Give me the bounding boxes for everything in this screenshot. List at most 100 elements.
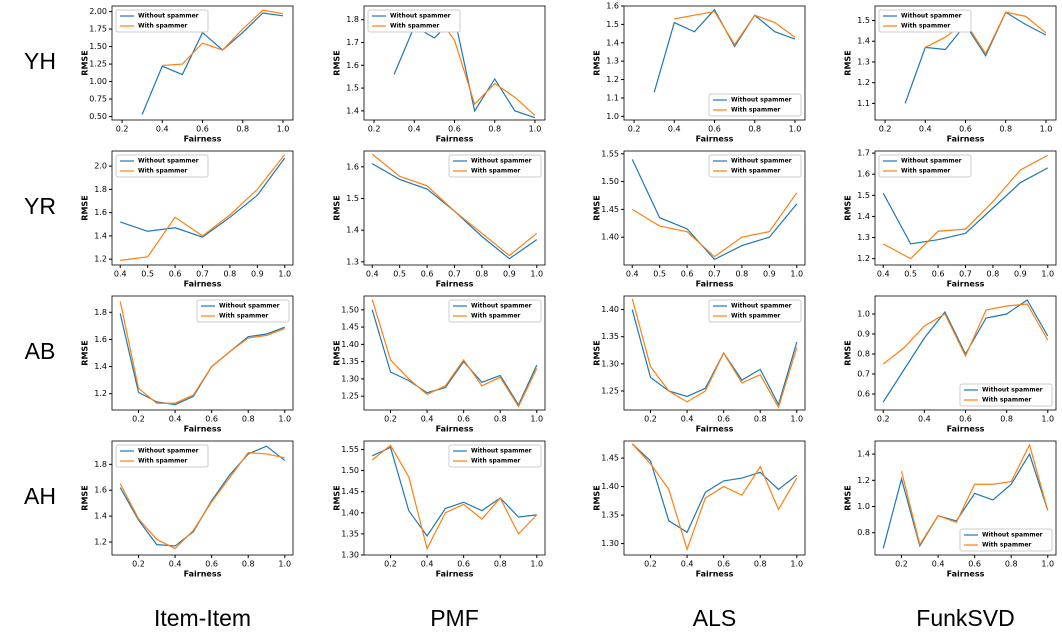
series-line (162, 9, 284, 67)
row-label: AB (25, 338, 56, 364)
x-tick-label: 0.6 (681, 270, 694, 279)
x-tick-label: 1.0 (1041, 560, 1054, 569)
legend-box (448, 444, 542, 468)
plot-frame (363, 150, 546, 266)
x-tick-label: 0.4 (366, 270, 379, 279)
chart-panel: 0.2 0.4 0.6 0.8 1.0 1.30 1.35 1.40 1.45 Fairness R… (593, 440, 806, 579)
x-tick-label: 1.0 (790, 415, 803, 424)
series-line (119, 452, 285, 550)
x-tick-label: 1.0 (277, 125, 290, 134)
x-tick-label: 0.8 (754, 415, 767, 424)
x-tick-label: 0.6 (457, 560, 470, 569)
legend-label: With spammer (982, 542, 1031, 549)
y-tick-label: 1.2 (857, 254, 870, 263)
y-tick-label: 1.35 (601, 511, 619, 520)
x-tick-label: 1.0 (278, 270, 291, 279)
y-tick-label: 1.55 (601, 149, 619, 158)
plot-frame (874, 440, 1057, 556)
x-tick-label: 0.8 (494, 560, 507, 569)
x-tick-label: 0.4 (421, 560, 434, 569)
y-axis-label: RMSE (333, 50, 342, 75)
y-axis-label: RMSE (844, 485, 853, 510)
legend-label: Without spammer (731, 97, 792, 104)
chart-panel: 0.2 0.4 0.6 0.8 1.0 1.4 1.5 1.6 1.7 1.8 Fairness RM… (333, 5, 546, 144)
x-tick-label: 0.6 (448, 125, 461, 134)
chart-panel: 0.2 0.4 0.6 0.8 1.0 1.2 1.4 1.6 1.8 Fairness RMSE W… (81, 295, 294, 434)
y-tick-label: 1.2 (94, 538, 107, 547)
series-line (371, 444, 538, 551)
series-line (119, 301, 285, 404)
x-axis-label: Fairness (436, 280, 474, 289)
plot-frame (111, 295, 294, 411)
legend-label: Without spammer (471, 158, 532, 165)
legend-label: Without spammer (731, 158, 792, 165)
x-tick-label: 0.2 (879, 125, 892, 134)
legend-label: Without spammer (219, 303, 280, 310)
y-tick-label: 1.4 (346, 106, 359, 115)
y-axis-label: RMSE (81, 50, 90, 75)
legend-label: With spammer (471, 168, 520, 175)
x-axis-label: Fairness (947, 570, 985, 579)
y-axis-label: RMSE (593, 195, 602, 220)
x-tick-label: 0.8 (754, 560, 767, 569)
x-axis-label: Fairness (184, 280, 222, 289)
y-axis-label: RMSE (81, 195, 90, 220)
y-tick-label: 1.40 (601, 233, 619, 242)
x-tick-label: 0.2 (116, 125, 129, 134)
x-tick-label: 0.9 (763, 270, 776, 279)
legend-label: Without spammer (471, 448, 532, 455)
x-tick-label: 0.2 (628, 125, 641, 134)
y-tick-label: 1.5 (606, 20, 619, 29)
x-axis-label: Fairness (436, 570, 474, 579)
x-axis-label: Fairness (696, 135, 734, 144)
y-tick-label: 1.35 (341, 357, 359, 366)
x-tick-label: 1.0 (1041, 270, 1054, 279)
x-tick-label: 0.4 (681, 415, 694, 424)
y-tick-label: 0.6 (857, 390, 870, 399)
y-tick-label: 1.2 (857, 78, 870, 87)
y-tick-label: 1.45 (341, 487, 359, 496)
x-tick-label: 0.6 (959, 415, 972, 424)
x-tick-label: 0.7 (959, 270, 972, 279)
legend-label: With spammer (901, 23, 950, 30)
series-line (141, 12, 284, 115)
x-axis-label: Fairness (184, 135, 222, 144)
chart-panel: 0.2 0.4 0.6 0.8 1.0 1.1 1.2 1.3 1.4 1.5 Fairness RM… (844, 5, 1057, 144)
legend-label: Without spammer (731, 303, 792, 310)
x-tick-label: 0.8 (1000, 415, 1013, 424)
series-line (631, 192, 798, 258)
x-tick-label: 0.2 (132, 415, 145, 424)
y-tick-label: 1.4 (857, 37, 870, 46)
x-axis-label: Fairness (947, 280, 985, 289)
column-label: Item-Item (154, 605, 251, 631)
x-tick-label: 0.6 (421, 270, 434, 279)
x-tick-label: 0.2 (644, 415, 657, 424)
series-line (371, 446, 537, 538)
x-tick-label: 0.7 (448, 270, 461, 279)
y-tick-label: 1.4 (857, 212, 870, 221)
x-tick-label: 0.5 (904, 270, 917, 279)
y-tick-label: 2.0 (94, 162, 107, 171)
y-axis-label: RMSE (844, 340, 853, 365)
x-tick-label: 0.6 (968, 560, 981, 569)
y-tick-label: 1.4 (606, 38, 619, 47)
legend-box (115, 154, 209, 178)
y-tick-label: 0.7 (857, 370, 870, 379)
x-tick-label: 0.8 (494, 415, 507, 424)
series-line (882, 154, 1049, 260)
x-tick-label: 0.8 (236, 125, 249, 134)
series-line (371, 299, 538, 408)
chart-panel: 0.2 0.4 0.6 0.8 1.0 1.30 1.35 1.40 1.45 1.50 1.55 F… (333, 440, 546, 579)
y-tick-label: 1.6 (346, 162, 359, 171)
legend-label: Without spammer (901, 158, 962, 165)
x-tick-label: 0.5 (393, 270, 406, 279)
y-tick-label: 1.50 (341, 305, 359, 314)
x-tick-label: 0.6 (708, 125, 721, 134)
y-tick-label: 1.0 (606, 112, 619, 121)
y-tick-label: 1.45 (341, 323, 359, 332)
x-tick-label: 0.7 (196, 270, 209, 279)
x-tick-label: 1.0 (530, 415, 543, 424)
y-tick-label: 0.9 (857, 330, 870, 339)
row-label: YH (24, 48, 56, 74)
series-line (904, 11, 1047, 104)
